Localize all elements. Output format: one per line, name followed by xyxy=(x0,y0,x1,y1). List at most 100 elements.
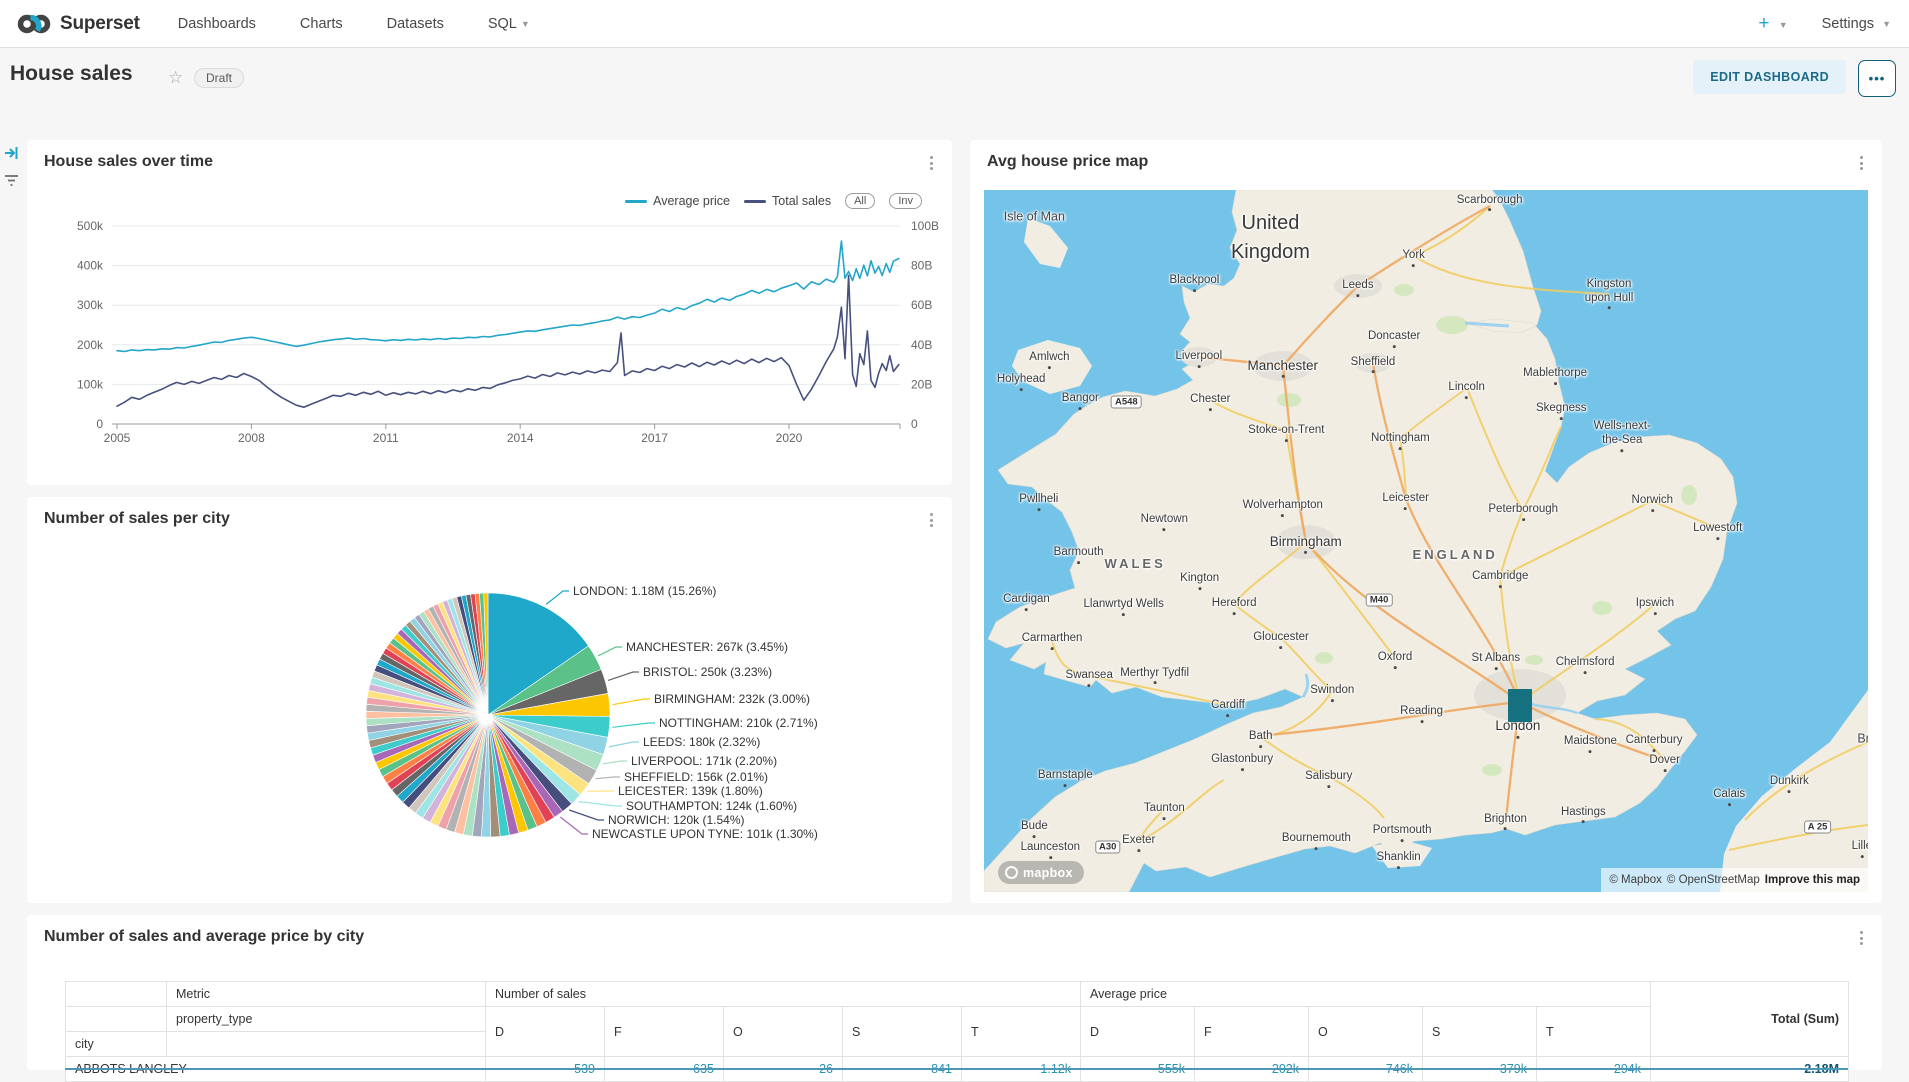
settings-menu[interactable]: Settings ▼ xyxy=(1821,15,1891,32)
svg-text:400k: 400k xyxy=(77,259,104,273)
nav-item-dashboards[interactable]: Dashboards xyxy=(177,15,256,32)
svg-text:200k: 200k xyxy=(77,338,104,352)
column-group-average-price: Average price xyxy=(1080,981,1651,1007)
map-label-york: York xyxy=(1402,249,1425,267)
favorite-star-icon[interactable]: ☆ xyxy=(168,68,184,87)
isle-of-man xyxy=(1024,218,1068,268)
table-bottom-scrollbar[interactable] xyxy=(65,1068,1848,1070)
legend-swatch xyxy=(744,199,767,203)
chart-menu-kebab-icon[interactable] xyxy=(924,154,938,172)
mapbox-attribution-link[interactable]: © Mapbox xyxy=(1609,874,1662,886)
pie-label-southampton: SOUTHAMPTON: 124k (1.60%) xyxy=(626,799,797,813)
column-header-s[interactable]: S xyxy=(842,1006,962,1057)
chart-menu-kebab-icon[interactable] xyxy=(1854,154,1868,172)
map-label-carmarthen: Carmarthen xyxy=(1021,632,1083,650)
legend-item-average-price[interactable]: Average price xyxy=(625,194,730,208)
corner-cell xyxy=(65,981,167,1007)
nav-item-datasets[interactable]: Datasets xyxy=(386,15,444,32)
map-label-birmingham: Birmingham xyxy=(1269,533,1342,555)
map-label-lincoln: Lincoln xyxy=(1448,381,1485,399)
pie-chart: LONDON: 1.18M (15.26%) MANCHESTER: 267k (… xyxy=(365,584,818,841)
column-header-o[interactable]: O xyxy=(1308,1006,1423,1057)
column-header-f[interactable]: F xyxy=(604,1006,724,1057)
road-badge-m40: M40 xyxy=(1365,593,1393,607)
map-base-layer xyxy=(984,190,1868,892)
map-label-bangor: Bangor xyxy=(1061,392,1099,410)
map-label-barmouth: Barmouth xyxy=(1053,546,1104,564)
new-item-button[interactable]: + ▼ xyxy=(1758,12,1788,34)
map-label-lowestoft: Lowestoft xyxy=(1693,522,1743,540)
expand-filter-bar-icon[interactable] xyxy=(4,146,19,160)
uk-map[interactable]: United Kingdom Isle of Man Scarborough York… xyxy=(984,190,1868,892)
chart-menu-kebab-icon[interactable] xyxy=(1854,929,1868,947)
dashboard-more-button[interactable]: ••• xyxy=(1858,60,1896,97)
pie-label-norwich: NORWICH: 120k (1.54%) xyxy=(608,813,744,827)
map-label-manchester: Manchester xyxy=(1247,358,1319,379)
draft-badge: Draft xyxy=(194,68,245,88)
dashboard-header: House sales ☆ Draft EDIT DASHBOARD ••• xyxy=(0,48,1909,108)
legend-all-button[interactable]: All xyxy=(845,193,876,209)
column-header-d[interactable]: D xyxy=(485,1006,605,1057)
osm-attribution-link[interactable]: © OpenStreetMap xyxy=(1666,874,1760,886)
svg-text:100B: 100B xyxy=(911,219,939,233)
map-label-salisbury: Salisbury xyxy=(1305,769,1353,788)
nav-item-sql[interactable]: SQL ▼ xyxy=(487,15,530,32)
map-label-wolverhampton: Wolverhampton xyxy=(1242,498,1323,517)
road-badge-a25: A 25 xyxy=(1803,820,1832,834)
pie-label-nottingham: NOTTINGHAM: 210k (2.71%) xyxy=(659,716,818,730)
map-label-glastonbury: Glastonbury xyxy=(1211,753,1274,771)
line-chart: 2005 2008 2011 2014 2017 2020 0 100k 200k 300k 400… xyxy=(77,219,939,445)
map-label-doncaster: Doncaster xyxy=(1367,329,1421,348)
spacer-cell xyxy=(166,1031,486,1057)
map-label-shanklin: Shanklin xyxy=(1376,851,1421,869)
map-label-chelmsford: Chelmsford xyxy=(1555,656,1615,674)
chart-menu-kebab-icon[interactable] xyxy=(924,511,938,529)
column-group-number-of-sales: Number of sales xyxy=(485,981,1081,1007)
map-label-st-albans: St Albans xyxy=(1471,652,1521,670)
legend-inv-button[interactable]: Inv xyxy=(889,193,922,209)
map-label-bath: Bath xyxy=(1248,729,1273,748)
map-label-wales: WALES xyxy=(1104,556,1166,572)
map-label-taunton: Taunton xyxy=(1143,802,1185,820)
map-label-canterbury: Canterbury xyxy=(1625,734,1683,752)
map-label-reading: Reading xyxy=(1400,705,1443,723)
map-label-holyhead: Holyhead xyxy=(996,373,1046,391)
column-header-t[interactable]: T xyxy=(961,1006,1081,1057)
pie-slice-other[interactable] xyxy=(483,592,489,716)
column-header-t[interactable]: T xyxy=(1536,1006,1651,1057)
edit-dashboard-button[interactable]: EDIT DASHBOARD xyxy=(1693,60,1846,94)
pie-slice-london[interactable] xyxy=(487,592,589,716)
svg-text:80B: 80B xyxy=(911,259,932,273)
map-marker-london[interactable] xyxy=(1507,688,1532,722)
series-line-total-sales xyxy=(116,274,900,408)
column-header-d[interactable]: D xyxy=(1080,1006,1195,1057)
superset-logo[interactable]: Superset xyxy=(16,12,140,36)
chart-card-house-sales-over-time: House sales over time 2005 2008 2011 2014 20… xyxy=(27,140,952,485)
svg-text:2017: 2017 xyxy=(641,431,668,445)
mapbox-logo[interactable]: mapbox xyxy=(998,861,1084,884)
chart-card-avg-price-map: Avg house price map xyxy=(970,140,1882,903)
map-label-cambridge: Cambridge xyxy=(1472,569,1529,588)
column-header-o[interactable]: O xyxy=(723,1006,843,1057)
map-label-kingston-upon-hull: Kingston upon Hull xyxy=(1584,277,1634,310)
column-header-f[interactable]: F xyxy=(1194,1006,1309,1057)
map-label-cardigan: Cardigan xyxy=(1003,593,1050,611)
total-sum-header: Total (Sum) xyxy=(1650,981,1849,1057)
improve-map-link[interactable]: Improve this map xyxy=(1764,874,1860,886)
column-header-s[interactable]: S xyxy=(1422,1006,1537,1057)
anglesey-island xyxy=(1012,340,1092,394)
chart-card-sales-per-city: Number of sales per city LONDON: 1.18M (… xyxy=(27,497,952,903)
legend-item-total-sales[interactable]: Total sales xyxy=(744,194,831,208)
svg-text:2005: 2005 xyxy=(104,431,131,445)
map-label-isle-of-man: Isle of Man xyxy=(1003,209,1065,224)
map-label-scarborough: Scarborough xyxy=(1456,193,1523,212)
map-label-pwllheli: Pwllheli xyxy=(1019,493,1059,511)
map-label-portsmouth: Portsmouth xyxy=(1372,824,1432,842)
map-label-amlwch: Amlwch xyxy=(1029,350,1070,369)
nav-item-charts[interactable]: Charts xyxy=(299,15,343,32)
pivot-table: Metric Number of sales Average price Total … xyxy=(65,981,1849,1082)
minor-roads xyxy=(1051,205,1868,851)
filter-icon[interactable] xyxy=(4,174,19,187)
map-label-sheffield: Sheffield xyxy=(1350,355,1396,374)
map-label-lille: Lille xyxy=(1852,840,1868,858)
